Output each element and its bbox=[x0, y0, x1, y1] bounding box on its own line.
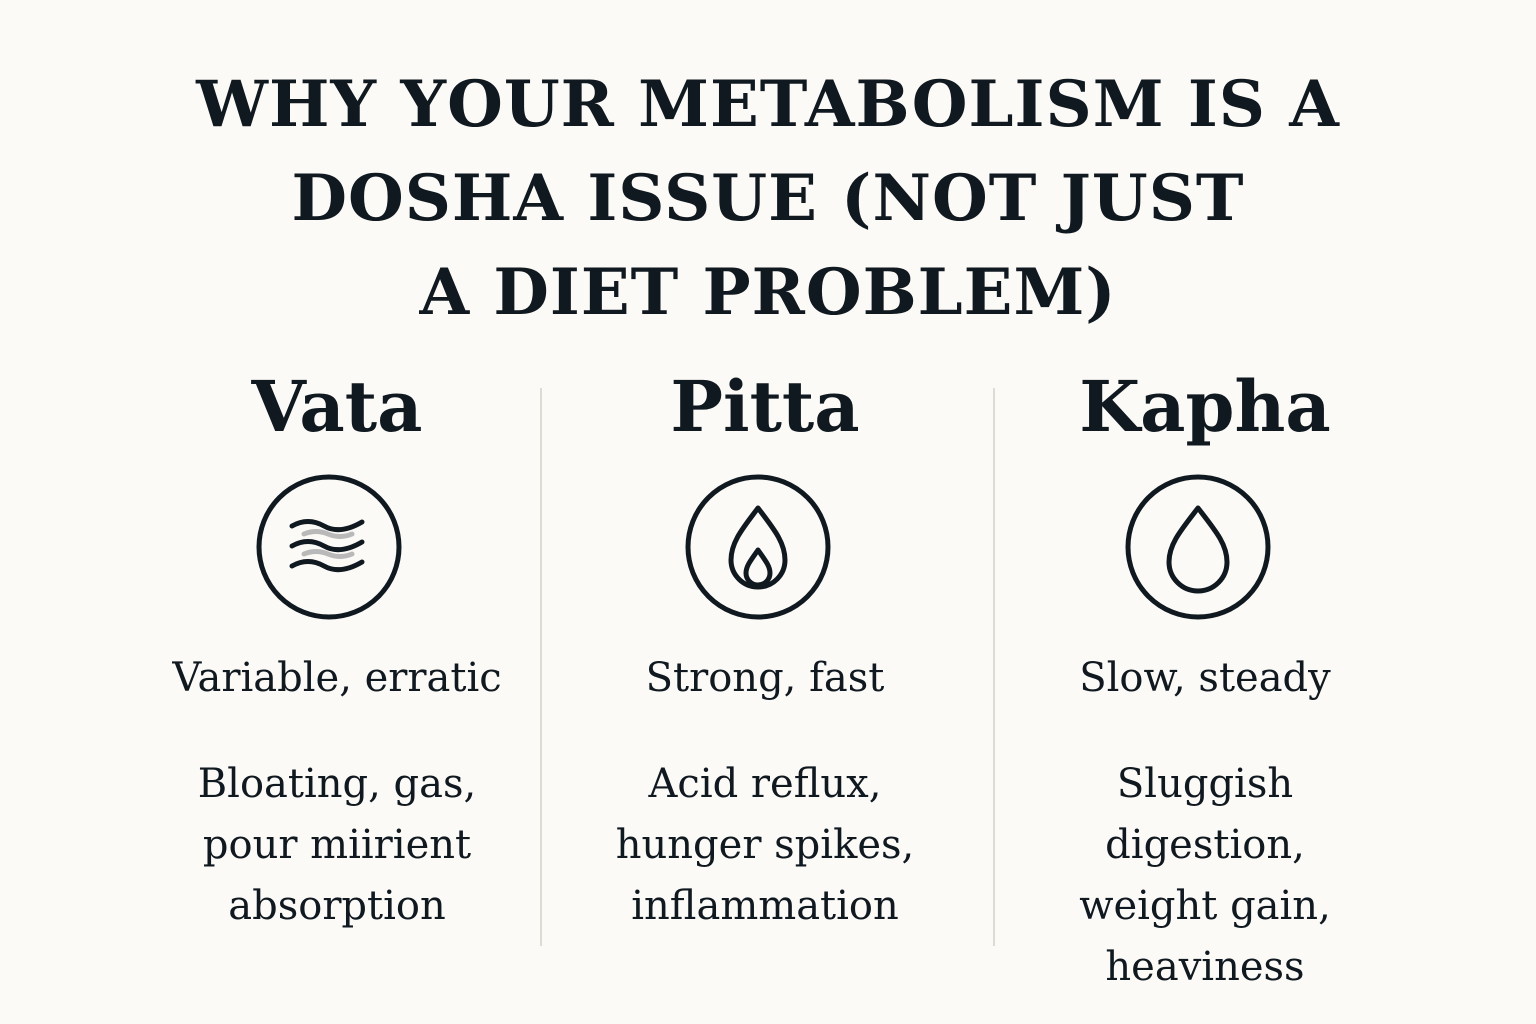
dosha-trait: Strong, fast bbox=[645, 655, 885, 701]
dosha-column-vata: Vata Variable, erratic Bloating, gas, po… bbox=[107, 0, 567, 1024]
column-divider bbox=[540, 388, 542, 946]
flame-icon bbox=[685, 474, 831, 620]
symptom-line: hunger spikes, bbox=[615, 822, 915, 868]
dosha-trait: Variable, erratic bbox=[172, 655, 502, 701]
symptom-line: Sluggish bbox=[1116, 761, 1294, 807]
dosha-trait: Slow, steady bbox=[1079, 655, 1331, 701]
dosha-name: Pitta bbox=[670, 365, 860, 448]
symptom-line: Bloating, gas, bbox=[197, 761, 477, 807]
symptom-line: inflammation bbox=[631, 883, 899, 929]
symptom-line: Acid reflux, bbox=[648, 761, 882, 807]
dosha-symptoms: Acid reflux, hunger spikes, inflammation bbox=[535, 754, 995, 937]
page-title: WHY YOUR METABOLISM IS A DOSHA ISSUE (NO… bbox=[0, 58, 1536, 340]
title-line: WHY YOUR METABOLISM IS A bbox=[196, 67, 1340, 142]
dosha-symptoms: Sluggish digestion, weight gain, heavine… bbox=[975, 754, 1435, 998]
dosha-name: Vata bbox=[251, 365, 423, 448]
dosha-column-pitta: Pitta Strong, fast Acid reflux, hunger s… bbox=[535, 0, 995, 1024]
symptom-line: heaviness bbox=[1105, 944, 1305, 990]
title-line: A DIET PROBLEM) bbox=[419, 255, 1117, 330]
symptom-line: digestion, bbox=[1105, 822, 1305, 868]
symptom-line: pour miirient bbox=[202, 822, 472, 868]
dosha-column-kapha: Kapha Slow, steady Sluggish digestion, w… bbox=[975, 0, 1435, 1024]
dosha-name: Kapha bbox=[1079, 365, 1331, 448]
symptom-line: absorption bbox=[228, 883, 446, 929]
symptom-line: weight gain, bbox=[1079, 883, 1331, 929]
water-drop-icon bbox=[1125, 474, 1271, 620]
column-divider bbox=[993, 388, 995, 946]
wind-icon bbox=[256, 474, 402, 620]
title-line: DOSHA ISSUE (NOT JUST bbox=[291, 161, 1245, 236]
dosha-symptoms: Bloating, gas, pour miirient absorption bbox=[107, 754, 567, 937]
